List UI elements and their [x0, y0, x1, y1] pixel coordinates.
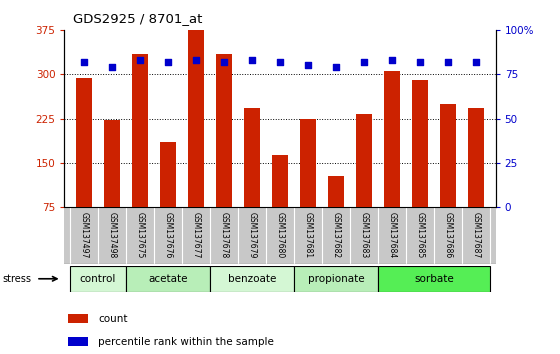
Bar: [300, 119, 316, 207]
Bar: [104, 120, 120, 207]
Text: GSM137675: GSM137675: [136, 212, 144, 258]
Bar: [188, 30, 204, 207]
Text: GDS2925 / 8701_at: GDS2925 / 8701_at: [73, 12, 202, 25]
Bar: [160, 142, 176, 207]
Bar: [126, 266, 210, 292]
Bar: [294, 266, 378, 292]
Point: [220, 59, 228, 65]
Point: [444, 59, 452, 65]
Point: [192, 57, 200, 63]
Text: percentile rank within the sample: percentile rank within the sample: [98, 337, 274, 347]
Bar: [68, 314, 88, 323]
Text: sorbate: sorbate: [414, 274, 454, 284]
Text: count: count: [98, 314, 128, 324]
Bar: [412, 80, 428, 207]
Bar: [70, 266, 126, 292]
Bar: [132, 54, 148, 207]
Bar: [210, 266, 294, 292]
Point: [248, 57, 256, 63]
Text: GSM137678: GSM137678: [220, 212, 228, 258]
Text: GSM137687: GSM137687: [472, 212, 480, 258]
Point: [416, 59, 424, 65]
Text: GSM137498: GSM137498: [108, 212, 116, 258]
Text: GSM137684: GSM137684: [388, 212, 396, 258]
Text: stress: stress: [3, 274, 32, 284]
Point: [360, 59, 368, 65]
Text: GSM137685: GSM137685: [416, 212, 424, 258]
Point: [472, 59, 480, 65]
Point: [388, 57, 396, 63]
Point: [108, 64, 116, 70]
Bar: [378, 266, 490, 292]
Bar: [356, 114, 372, 207]
Point: [276, 59, 284, 65]
Text: GSM137677: GSM137677: [192, 212, 200, 258]
Text: benzoate: benzoate: [228, 274, 276, 284]
Text: GSM137680: GSM137680: [276, 212, 284, 258]
Text: control: control: [80, 274, 116, 284]
Point: [332, 64, 340, 70]
Text: propionate: propionate: [307, 274, 365, 284]
Bar: [468, 108, 484, 207]
Text: GSM137686: GSM137686: [444, 212, 452, 258]
Bar: [440, 104, 456, 207]
Bar: [68, 337, 88, 346]
Text: GSM137682: GSM137682: [332, 212, 340, 258]
Text: GSM137497: GSM137497: [80, 212, 88, 258]
Bar: [244, 108, 260, 207]
Text: GSM137683: GSM137683: [360, 212, 368, 258]
Bar: [272, 155, 288, 207]
Point: [80, 59, 88, 65]
Bar: [328, 176, 344, 207]
Text: GSM137679: GSM137679: [248, 212, 256, 258]
Bar: [216, 54, 232, 207]
Text: GSM137676: GSM137676: [164, 212, 172, 258]
Point: [136, 57, 144, 63]
Point: [164, 59, 172, 65]
Bar: [384, 72, 400, 207]
Text: GSM137681: GSM137681: [304, 212, 312, 258]
Text: acetate: acetate: [148, 274, 188, 284]
Point: [304, 63, 312, 68]
Bar: [76, 79, 92, 207]
